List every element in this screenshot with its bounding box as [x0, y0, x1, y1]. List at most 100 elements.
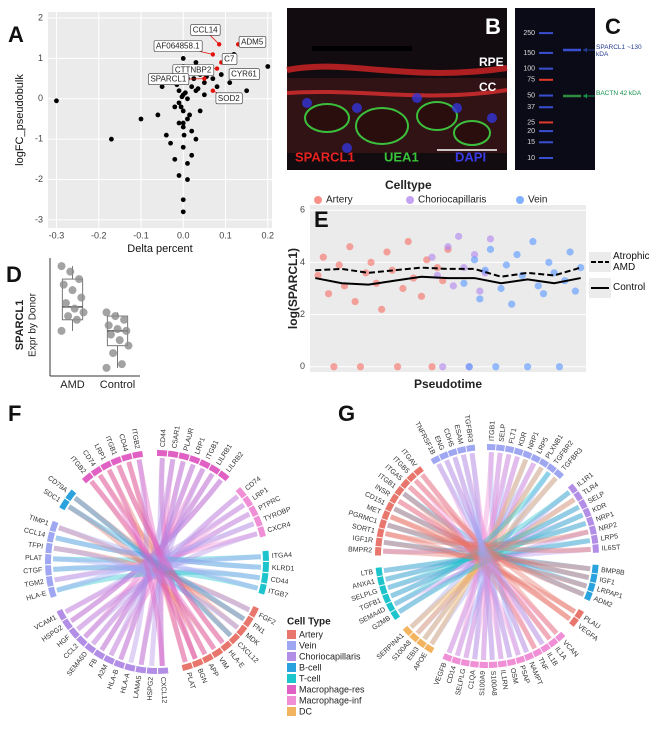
chord-ribbon: [413, 478, 577, 614]
chord-sector: [515, 655, 526, 664]
chord-label: TGFBR3: [463, 414, 474, 442]
data-point: [335, 261, 343, 269]
chord-sector: [59, 498, 70, 511]
data-point: [72, 315, 81, 324]
chord-sector: [62, 618, 73, 631]
chord-sector: [540, 643, 551, 653]
chord-ribbon: [83, 472, 215, 639]
chord-ribbon: [157, 458, 165, 666]
chord-ribbon: [429, 476, 558, 646]
micrograph-stain: [286, 63, 508, 76]
legend-title: Cell Type: [287, 617, 331, 628]
chord-sector: [582, 507, 592, 518]
chord-ribbon: [444, 459, 537, 650]
chord-ribbon: [393, 506, 588, 589]
chord-sector: [253, 515, 263, 528]
legend-swatch: [287, 707, 296, 716]
chord-label: HLA-A: [120, 672, 132, 694]
chord-ribbon: [444, 459, 530, 654]
chord-ribbon: [446, 458, 529, 654]
chord-sector: [375, 537, 383, 547]
chord-label: LTB: [360, 569, 374, 578]
plot-background: [310, 205, 586, 372]
chord-sector: [261, 572, 269, 584]
chord-ribbon: [138, 467, 206, 666]
chord-sector: [532, 648, 543, 658]
chord-ribbon: [460, 454, 530, 654]
chord-ribbon: [407, 484, 537, 650]
data-point: [104, 321, 113, 330]
data-point: [439, 363, 447, 371]
chord-ribbon: [99, 472, 215, 652]
annotation-box: BACTN 42 kDA: [596, 90, 641, 97]
chord-sector: [495, 444, 506, 452]
point-label: AF064858.1: [156, 42, 200, 51]
chord-ribbon: [469, 452, 483, 660]
chord-sector: [48, 586, 57, 598]
chord-sector: [567, 483, 578, 494]
chord-ribbon: [83, 511, 251, 639]
label-box: [190, 24, 221, 36]
chord-ribbon: [383, 539, 591, 572]
data-point: [124, 341, 133, 350]
x-tick-label: 0.0: [177, 230, 190, 240]
data-point: [57, 262, 66, 271]
chord-ribbon: [389, 514, 590, 580]
data-point: [330, 363, 338, 371]
chord-sector: [56, 608, 67, 621]
chord-ribbon: [73, 496, 233, 638]
data-point: [117, 360, 126, 369]
chord-ribbon: [118, 463, 196, 661]
chord-label: KLRD1: [272, 565, 295, 573]
data-point: [571, 287, 579, 295]
chord-sector: [386, 601, 396, 612]
data-point: [185, 96, 190, 102]
data-point: [64, 312, 73, 321]
data-point: [180, 120, 186, 126]
chord-sector: [110, 456, 123, 466]
chord-ribbon: [382, 548, 591, 572]
chord-sector: [385, 501, 395, 512]
panel-label: C: [605, 14, 621, 39]
chord-ribbon: [454, 451, 494, 657]
chord-label: FB: [88, 657, 99, 669]
chord-label: APP: [207, 663, 220, 679]
ladder-label: 10: [527, 155, 535, 162]
chord-sector: [84, 642, 97, 654]
data-point: [79, 308, 88, 317]
chord-label: OSM: [508, 668, 518, 685]
data-point: [193, 136, 199, 142]
ladder-label: 20: [527, 128, 535, 135]
chord-label: NRP2: [598, 522, 618, 533]
annotation-arrowhead: [583, 93, 587, 99]
chord-ribbon: [69, 478, 223, 623]
chord-label: KDR: [591, 502, 607, 514]
chord-sector: [553, 468, 564, 480]
chord-ribbon: [54, 554, 261, 583]
micrograph-nucleus: [342, 143, 352, 153]
data-point: [102, 363, 111, 372]
legend-label: DC: [299, 706, 312, 716]
chord-ribbon: [67, 504, 246, 622]
data-point: [181, 132, 187, 138]
chord-label: C1QA: [468, 669, 477, 689]
data-point: [513, 250, 521, 259]
chord-label: CXCL12: [159, 677, 167, 704]
legend-label: Choriocapillaris: [418, 195, 486, 206]
layer-label: CC: [479, 80, 497, 94]
chord-label: BGN: [196, 668, 208, 685]
chord-ribbon: [73, 496, 240, 630]
chord-sector: [378, 519, 387, 529]
data-point: [193, 60, 199, 65]
data-point: [185, 177, 190, 182]
chord-sector: [546, 463, 557, 474]
chord-sector: [220, 640, 233, 652]
chord-sector: [451, 656, 462, 665]
chord-label: LRP1: [194, 437, 207, 456]
data-point: [486, 235, 495, 243]
chord-ribbon: [460, 454, 495, 660]
data-point: [470, 250, 479, 259]
data-point: [460, 279, 468, 287]
chord-sector: [382, 593, 392, 604]
x-tick-label: 0.2: [262, 230, 275, 240]
